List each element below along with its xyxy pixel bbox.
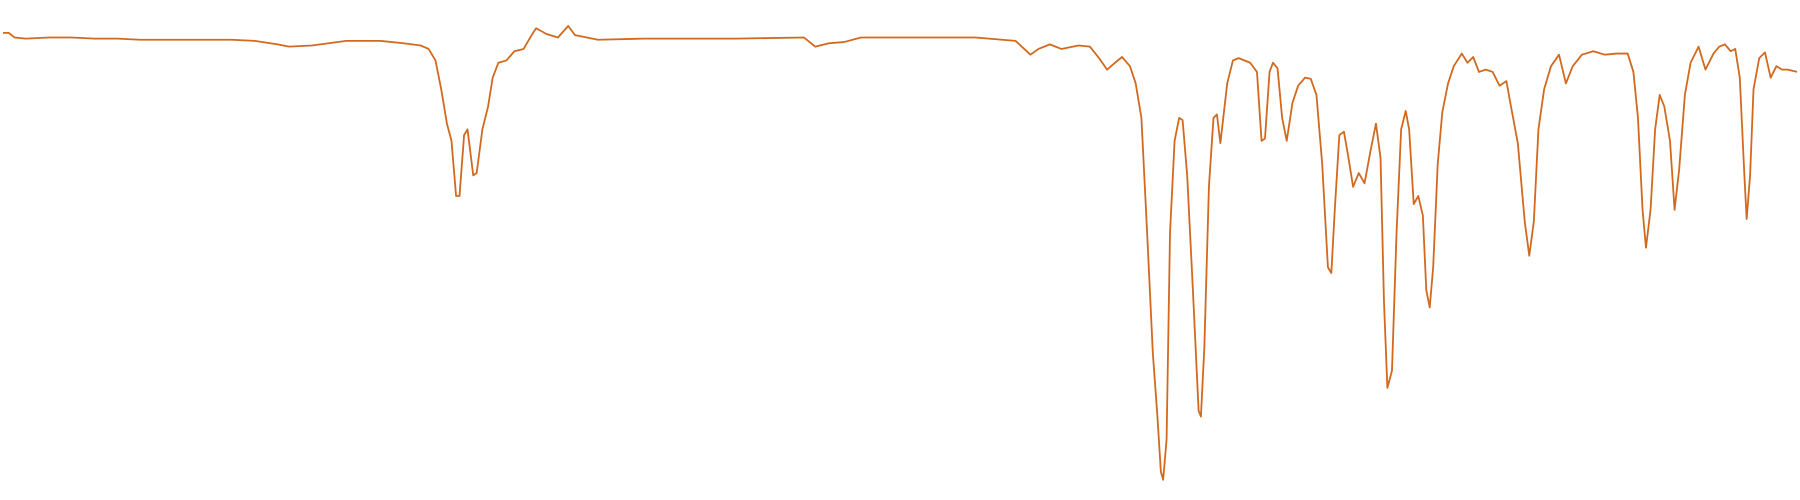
- spectrum-line: [3, 25, 1798, 481]
